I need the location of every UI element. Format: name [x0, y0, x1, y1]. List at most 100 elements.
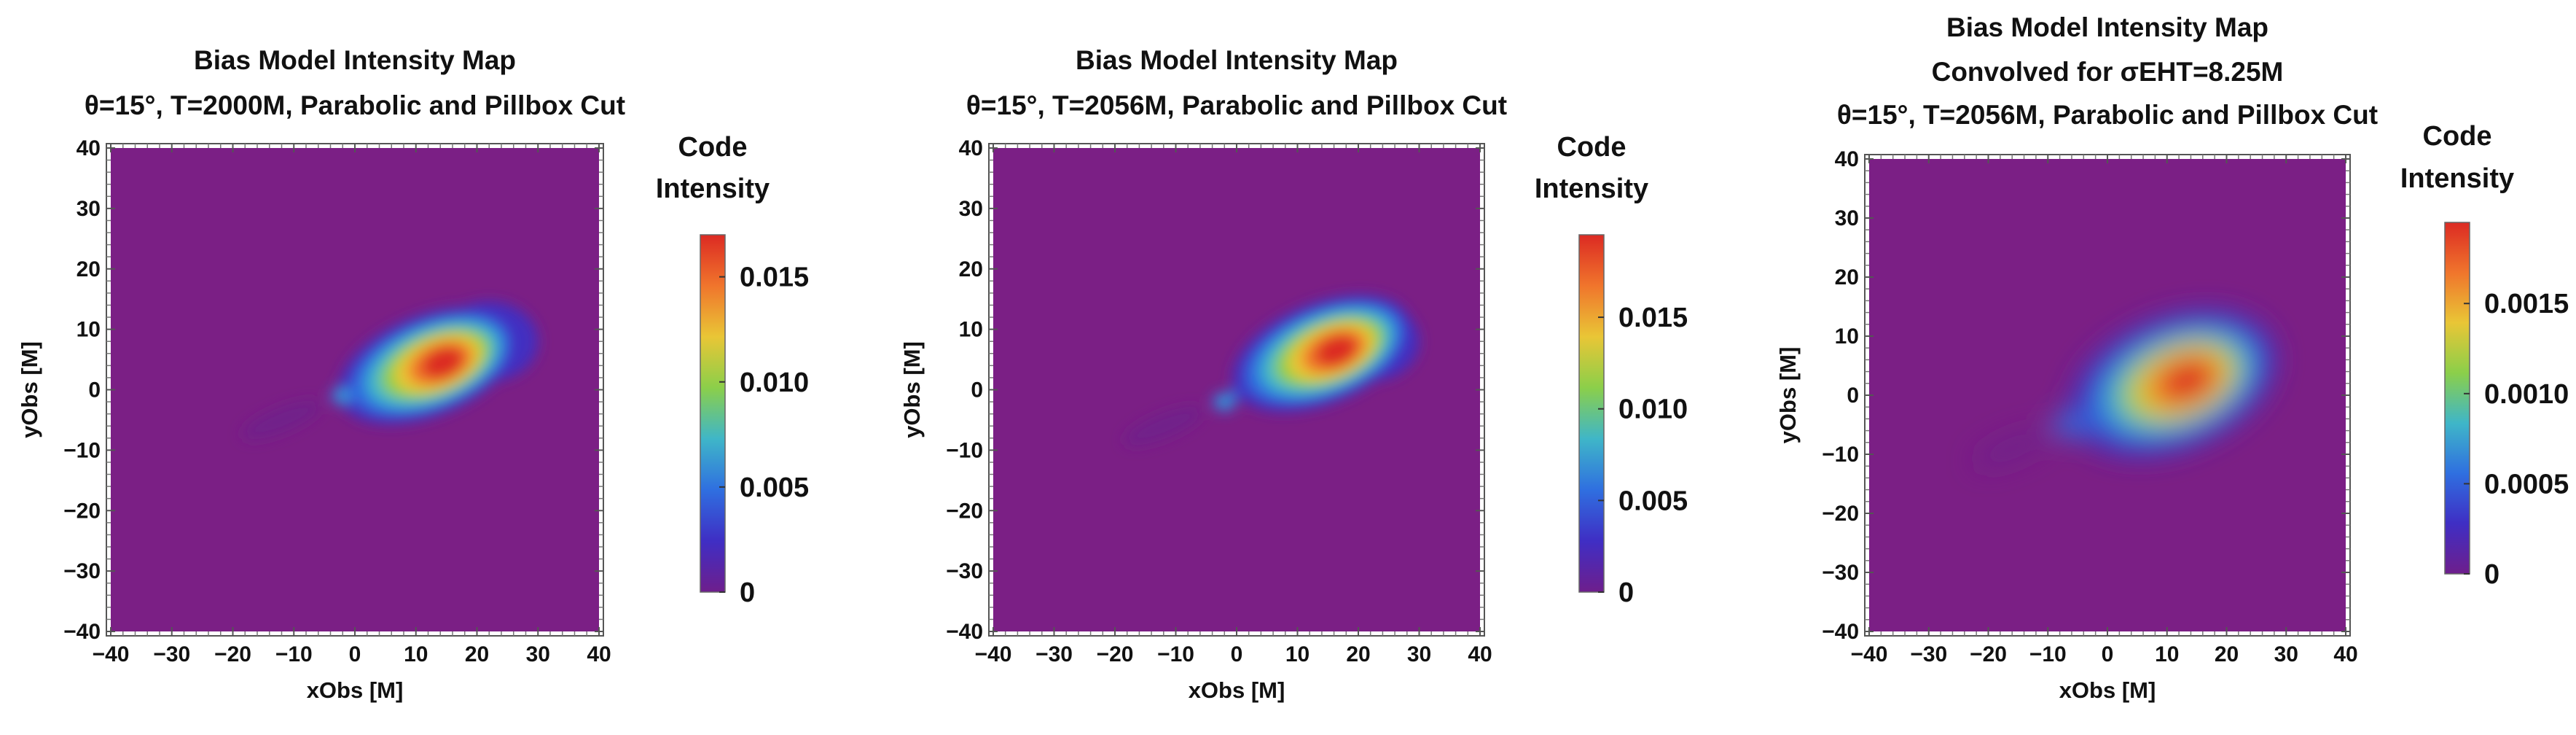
colorbar-tick-label: 0.005 — [1618, 486, 1688, 516]
colorbar-title-line: Intensity — [656, 174, 770, 204]
colorbar-title-line: Intensity — [2400, 163, 2514, 194]
y-tick-label: −20 — [63, 499, 101, 523]
chart-title-line: θ=15°, T=2056M, Parabolic and Pillbox Cu… — [966, 90, 1507, 120]
y-tick-label: 0 — [88, 378, 101, 402]
y-tick-label: 10 — [959, 318, 983, 342]
y-tick-label: 30 — [1835, 206, 1859, 230]
x-tick-label: 30 — [1407, 642, 1431, 666]
colorbar: Code Intensity 0 0.005 0.010 0.015 — [656, 132, 809, 608]
colorbar-tick-label: 0.010 — [740, 368, 809, 398]
y-tick-label: 30 — [959, 197, 983, 221]
y-tick-label: −10 — [946, 438, 983, 462]
emission-counterjet — [1124, 406, 1204, 446]
colorbar-title-line: Intensity — [1535, 174, 1648, 204]
emission-counterjet — [241, 400, 322, 440]
x-tick-label: 30 — [2274, 642, 2298, 666]
x-tick-label: 20 — [2215, 642, 2239, 666]
chart-title-line: Bias Model Intensity Map — [1946, 12, 2268, 42]
y-tick-label: 40 — [77, 136, 101, 160]
y-tick-label: −20 — [1822, 502, 1859, 526]
x-tick-label: 0 — [349, 642, 361, 666]
colorbar-title-line: Code — [678, 132, 748, 163]
colorbar-tick-label: 0 — [740, 578, 755, 608]
emission-knot — [2052, 411, 2091, 438]
x-tick-label: 10 — [2155, 642, 2179, 666]
x-tick-label: −20 — [214, 642, 251, 666]
emission-knot-core — [337, 391, 348, 400]
x-tick-label: −10 — [1157, 642, 1194, 666]
emission-contour — [2163, 361, 2212, 400]
y-tick-label: −10 — [63, 438, 101, 462]
colorbar-tick-label: 0 — [1618, 578, 1634, 608]
x-tick-label: −30 — [1910, 642, 1947, 666]
y-tick-label: −10 — [1822, 443, 1859, 467]
y-tick-label: 20 — [959, 257, 983, 281]
x-tick-label: 20 — [1346, 642, 1370, 666]
colorbar-tick-label: 0.010 — [1618, 394, 1688, 425]
colorbar: Code Intensity 0 0.0005 0.0010 0.0015 — [2400, 121, 2569, 590]
axis-ticks: −40 −30 −20 −10 0 10 20 30 40 −40 −30 −20 −10 0 10 20 30… — [63, 136, 611, 666]
colorbar-tick-label: 0.0010 — [2484, 379, 2569, 410]
y-tick-label: −40 — [1822, 620, 1859, 644]
x-axis-label: xObs [M] — [2059, 677, 2156, 703]
y-axis-label: yObs [M] — [1775, 347, 1801, 444]
x-tick-label: −20 — [1097, 642, 1134, 666]
axis-ticks: −40 −30 −20 −10 0 10 20 30 40 −40 −30 −20 −10 0 10 20 30… — [946, 136, 1492, 666]
x-tick-label: 0 — [2102, 642, 2114, 666]
x-axis-label: xObs [M] — [1189, 677, 1285, 703]
emission-region — [1124, 295, 1420, 446]
x-tick-label: −40 — [975, 642, 1012, 666]
panel-3: Bias Model Intensity Map Convolved for σE… — [1775, 12, 2569, 703]
y-tick-label: 30 — [77, 197, 101, 221]
y-axis-label: yObs [M] — [17, 341, 42, 438]
y-tick-label: −30 — [1822, 561, 1859, 585]
y-tick-label: 0 — [971, 378, 983, 402]
y-tick-label: 10 — [77, 318, 101, 342]
panel-2: Bias Model Intensity Map θ=15°, T=2056M, … — [899, 45, 1688, 703]
axis-ticks: −40 −30 −20 −10 0 10 20 30 40 −40 −30 −20 −10 0 10 20 30… — [1822, 147, 2358, 666]
y-tick-label: −40 — [63, 620, 101, 644]
emission-contour — [1315, 335, 1358, 367]
colorbar: Code Intensity 0 0.005 0.010 0.015 — [1535, 132, 1688, 608]
colorbar-title-line: Code — [2423, 121, 2492, 152]
emission-contour — [422, 346, 463, 379]
x-tick-label: −30 — [153, 642, 190, 666]
y-tick-label: −30 — [946, 559, 983, 583]
chart-title-line: Convolved for σEHT=8.25M — [1932, 57, 2284, 87]
y-axis-label: yObs [M] — [899, 341, 925, 438]
x-tick-label: −10 — [275, 642, 313, 666]
colorbar-tick-label: 0.0015 — [2484, 289, 2569, 319]
emission-knot-core — [1218, 397, 1230, 406]
y-tick-label: −20 — [946, 499, 983, 523]
panel-1: Bias Model Intensity Map θ=15°, T=2000M, … — [17, 45, 809, 703]
x-tick-label: 0 — [1231, 642, 1243, 666]
colorbar-gradient — [2444, 222, 2470, 575]
x-tick-label: 30 — [526, 642, 550, 666]
x-tick-label: −10 — [2029, 642, 2067, 666]
y-tick-label: 20 — [77, 257, 101, 281]
colorbar-tick-label: 0.0005 — [2484, 469, 2569, 499]
emission-counterjet — [1973, 429, 2051, 468]
x-tick-label: 40 — [2333, 642, 2357, 666]
y-tick-label: 40 — [959, 136, 983, 160]
colorbar-gradient — [700, 234, 726, 593]
x-tick-label: 10 — [404, 642, 428, 666]
x-tick-label: −40 — [93, 642, 130, 666]
chart-title-line: Bias Model Intensity Map — [194, 45, 516, 75]
chart-title-line: Bias Model Intensity Map — [1076, 45, 1398, 75]
y-tick-label: 20 — [1835, 265, 1859, 289]
x-tick-label: 40 — [587, 642, 611, 666]
y-tick-label: 40 — [1835, 147, 1859, 171]
colorbar-tick-label: 0.015 — [740, 262, 809, 293]
x-axis-label: xObs [M] — [307, 677, 404, 703]
emission-region — [1973, 310, 2276, 468]
y-tick-label: −40 — [946, 620, 983, 644]
colorbar-tick-label: 0.015 — [1618, 303, 1688, 333]
x-tick-label: −40 — [1851, 642, 1888, 666]
chart-title-line: θ=15°, T=2000M, Parabolic and Pillbox Cu… — [85, 90, 625, 120]
emission-region — [241, 301, 539, 440]
colorbar-gradient — [1578, 234, 1605, 593]
colorbar-title-line: Code — [1557, 132, 1626, 163]
y-tick-label: 10 — [1835, 324, 1859, 349]
chart-title-line: θ=15°, T=2056M, Parabolic and Pillbox Cu… — [1837, 100, 2378, 130]
